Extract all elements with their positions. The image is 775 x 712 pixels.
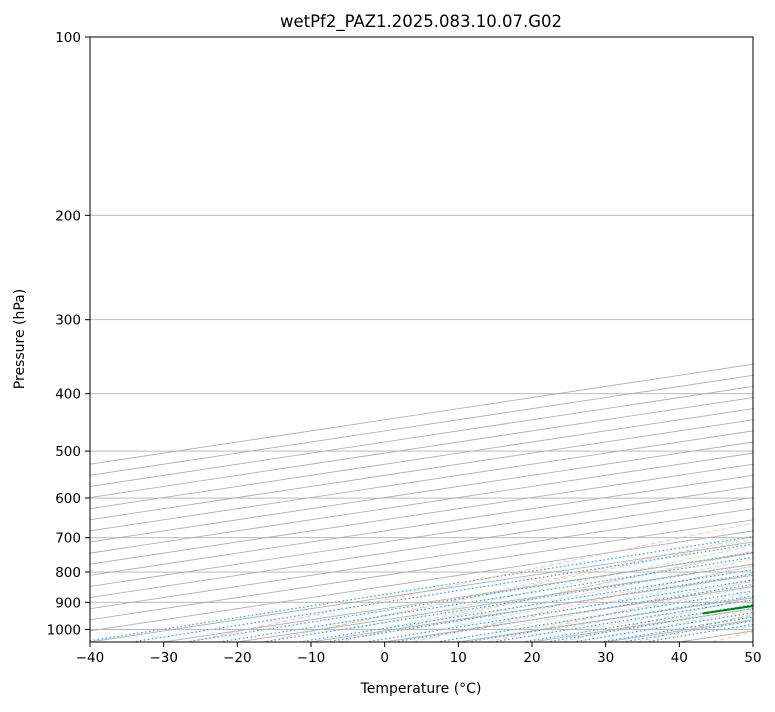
y-tick-label: 200 [55, 208, 81, 224]
y-tick-label: 300 [55, 313, 81, 329]
x-tick-label: 50 [744, 650, 761, 666]
x-tick-label: 0 [380, 650, 389, 666]
y-tick-label: 100 [55, 30, 81, 46]
x-tick-label: 10 [450, 650, 467, 666]
isotherm-line [753, 37, 775, 642]
x-tick-label: −30 [149, 650, 178, 666]
y-tick-label: 900 [55, 595, 81, 611]
y-tick-label: 1000 [47, 622, 81, 638]
y-axis-label: Pressure (hPa) [12, 289, 28, 389]
y-axis: 100 200 300 400 500 600 700 800 900 1000 [47, 30, 90, 638]
y-tick-label: 700 [55, 531, 81, 547]
x-tick-label: 40 [671, 650, 688, 666]
x-tick-label: −10 [297, 650, 326, 666]
x-tick-label: −40 [76, 650, 105, 666]
x-tick-label: −20 [223, 650, 252, 666]
x-axis: −40 −30 −20 −10 0 10 20 30 40 50 [76, 642, 762, 666]
x-tick-label: 30 [597, 650, 614, 666]
y-tick-label: 800 [55, 565, 81, 581]
x-tick-label: 20 [523, 650, 540, 666]
y-tick-label: 500 [55, 444, 81, 460]
y-tick-label: 600 [55, 491, 81, 507]
x-axis-label: Temperature (°C) [360, 681, 482, 697]
moist-adiabat-line [763, 141, 775, 629]
plot-background [90, 37, 753, 642]
temperature-profile-line [765, 37, 775, 614]
chart-title: wetPf2_PAZ1.2025.083.10.07.G02 [280, 12, 562, 32]
y-tick-label: 400 [55, 387, 81, 403]
